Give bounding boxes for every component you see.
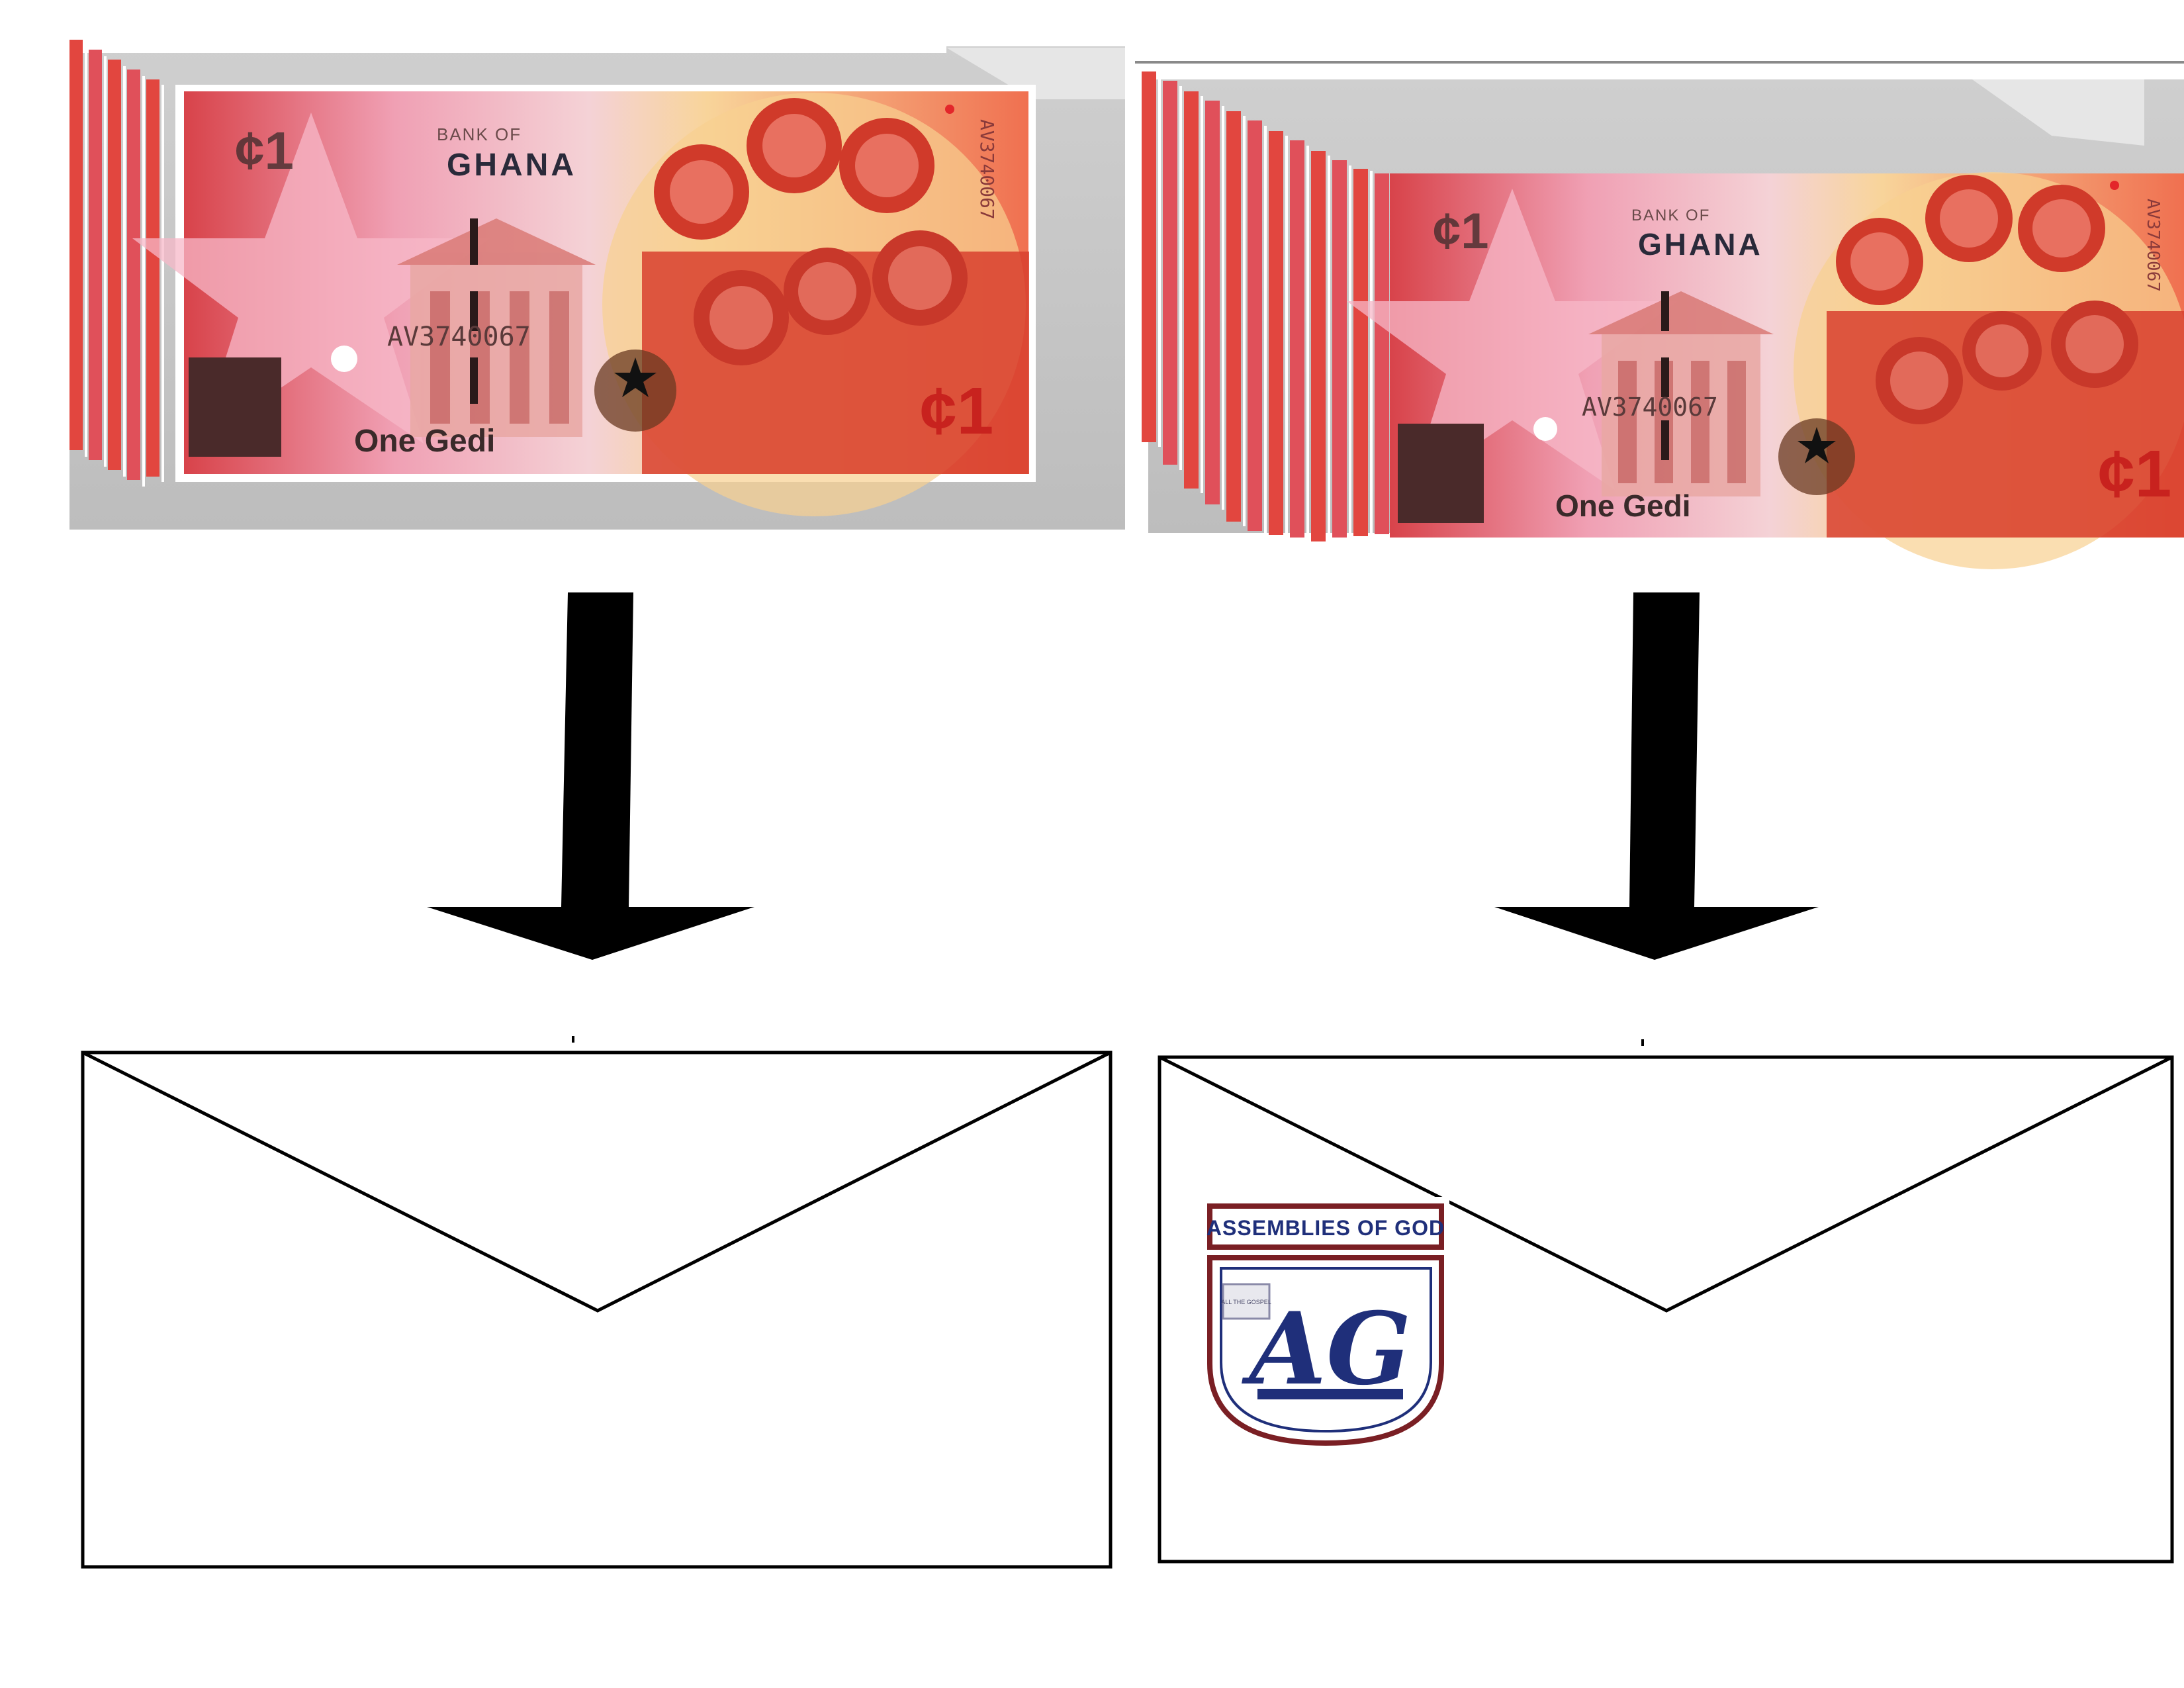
- star-watermark: [132, 113, 490, 444]
- stack-shadow-corner: [1972, 79, 2144, 146]
- arrow-head: [427, 907, 754, 960]
- right-down-arrow: [1494, 592, 1819, 1046]
- cedi-note-front: BANK OF GHANA AV3740067 One Gedi ¢1 ¢1 A…: [132, 85, 1036, 516]
- logo-monogram: AG: [1242, 1291, 1411, 1407]
- note-denomination-words: One Gedi: [354, 424, 495, 459]
- coat-of-arms-icon: [1778, 418, 1855, 495]
- logo-underline: [1257, 1389, 1403, 1399]
- book-icon: ALL THE GOSPEL: [1221, 1283, 1271, 1320]
- note-symbol-bottom: ¢1: [920, 374, 993, 448]
- hologram-patch: [189, 357, 281, 457]
- logo-banner: [1207, 1203, 1444, 1250]
- logo-shield-inner: [1220, 1267, 1432, 1433]
- top-divider-line: [1135, 61, 2184, 64]
- note-symbol-bottom: ¢1: [2098, 437, 2171, 511]
- cedi-note-front: BANK OF GHANA AV3740067 One Gedi ¢1 ¢1 A…: [1347, 172, 2184, 569]
- note-bank-label: BANK OF: [437, 124, 522, 144]
- stack-shadow-corner: [946, 48, 1125, 99]
- founders-portrait-group: [1794, 172, 2184, 569]
- note-denomination-words: One Gedi: [1555, 489, 1690, 523]
- note-symbol-top: ¢1: [235, 121, 294, 180]
- watermark-dot: [331, 346, 357, 372]
- note-symbol-top: ¢1: [1433, 203, 1489, 259]
- stacked-note-edges: [69, 40, 164, 487]
- left-envelope: [81, 1051, 1113, 1569]
- assemblies-of-god-logo: ASSEMBLIES OF GOD ALL THE GOSPEL AG: [1201, 1197, 1449, 1455]
- hologram-patch: [1398, 424, 1484, 523]
- envelope-flap: [1158, 1055, 2173, 1313]
- left-down-arrow: [427, 592, 754, 1043]
- note-country-label: GHANA: [447, 148, 576, 183]
- arrow-shaft: [561, 592, 633, 907]
- right-cedi-stack: BANK OF GHANA AV3740067 One Gedi ¢1 ¢1 A…: [1135, 61, 2184, 569]
- star-watermark: [1347, 189, 1678, 490]
- coat-of-arms-icon: [594, 350, 676, 432]
- building-illustration: [1588, 291, 1774, 496]
- note-serial: AV3740067: [387, 322, 531, 352]
- arrow-shaft: [1629, 592, 1700, 907]
- right-envelope: ASSEMBLIES OF GOD ALL THE GOSPEL AG: [1158, 1055, 2174, 1564]
- watermark-dot: [1533, 417, 1557, 441]
- note-bank-label: BANK OF: [1631, 207, 1710, 224]
- founders-portrait-group: [602, 93, 1029, 516]
- logo-book-text: ALL THE GOSPEL: [1221, 1299, 1271, 1305]
- note-serial-vertical: AV3740067: [2143, 199, 2163, 292]
- left-cedi-stack: BANK OF GHANA AV3740067 One Gedi ¢1 ¢1 A…: [69, 40, 1125, 530]
- arrow-head: [1494, 907, 1819, 960]
- note-serial: AV3740067: [1582, 393, 1718, 422]
- note-country-label: GHANA: [1638, 227, 1763, 261]
- note-serial-vertical: AV3740067: [976, 119, 998, 220]
- logo-banner-text: ASSEMBLIES OF GOD: [1206, 1216, 1445, 1240]
- building-illustration: [397, 218, 596, 437]
- envelope-flap: [81, 1051, 1112, 1313]
- stacked-note-edges: [1142, 71, 1389, 543]
